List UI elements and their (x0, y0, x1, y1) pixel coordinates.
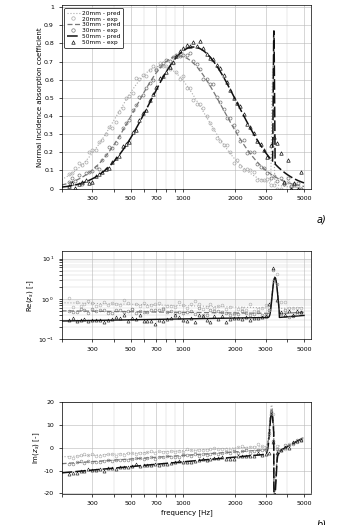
Y-axis label: Normal incidence absorption coefficient: Normal incidence absorption coefficient (37, 27, 43, 167)
Y-axis label: Re$(z_s)$ [-]: Re$(z_s)$ [-] (26, 279, 37, 311)
X-axis label: frequency [Hz]: frequency [Hz] (160, 509, 212, 516)
Text: a): a) (316, 214, 326, 224)
Y-axis label: Im$(z_s)$ [-]: Im$(z_s)$ [-] (32, 432, 42, 464)
Text: b): b) (316, 519, 326, 525)
Legend: 20mm - pred, 20mm - exp, 30mm - pred, 30mm - exp, 50mm - pred, 50mm - exp: 20mm - pred, 20mm - exp, 30mm - pred, 30… (65, 8, 123, 48)
